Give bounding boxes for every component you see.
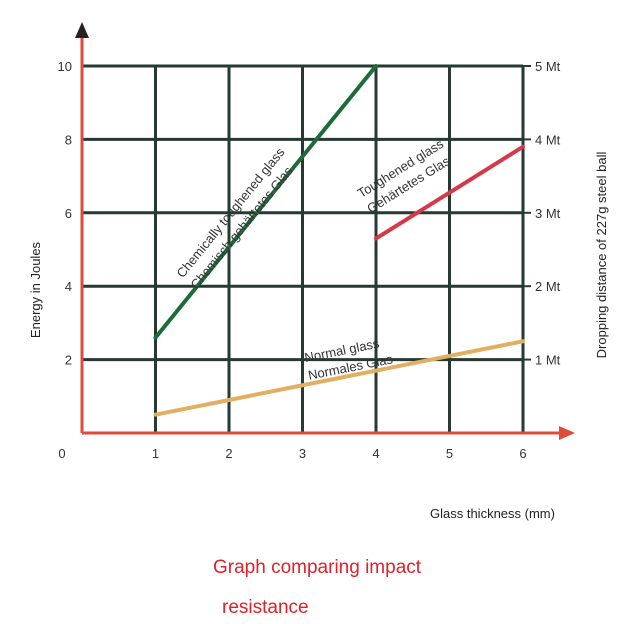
y-tick-label: 6 — [65, 206, 72, 221]
y-tick-label: 8 — [65, 132, 72, 147]
series-line — [374, 144, 525, 241]
x-tick-label: 6 — [519, 446, 526, 461]
series-name-label-de: Chemisch gehärtetes Glas — [187, 163, 296, 292]
y2-tick-label: 2 Mt — [535, 279, 561, 294]
x-tick-label: 5 — [446, 446, 453, 461]
y-tick-label: 10 — [58, 59, 72, 74]
chart-caption-line2: resistance — [222, 597, 309, 618]
x-tick-label: 0 — [58, 446, 65, 461]
y2-tick-label: 1 Mt — [535, 353, 561, 368]
tick-labels: 0 1 2 3 4 5 6 2 4 6 8 10 1 Mt 2 Mt 3 Mt 4 Mt 5 Mt — [58, 59, 561, 461]
series-lines — [153, 64, 525, 417]
y2-tick-label: 5 Mt — [535, 59, 561, 74]
axes — [75, 22, 575, 440]
y-axis-title: Energy in Joules — [28, 241, 43, 338]
chart-caption-line1: Graph comparing impact — [213, 557, 422, 578]
x-tick-label: 2 — [225, 446, 232, 461]
x-axis-title: Glass thickness (mm) — [430, 506, 555, 521]
y2-tick-label: 4 Mt — [535, 132, 561, 147]
x-tick-label: 4 — [372, 446, 379, 461]
y2-axis-title: Dropping distance of 227g steel ball — [594, 152, 609, 359]
x-axis-arrow-icon — [559, 426, 575, 440]
x-tick-label: 3 — [299, 446, 306, 461]
series-line — [153, 64, 378, 340]
x-tick-label: 1 — [152, 446, 159, 461]
y-tick-label: 4 — [65, 279, 72, 294]
y-axis-arrow-icon — [75, 22, 89, 38]
grid — [82, 64, 525, 433]
y-tick-label: 2 — [65, 353, 72, 368]
series-line — [153, 339, 525, 417]
y2-tick-label: 3 Mt — [535, 206, 561, 221]
